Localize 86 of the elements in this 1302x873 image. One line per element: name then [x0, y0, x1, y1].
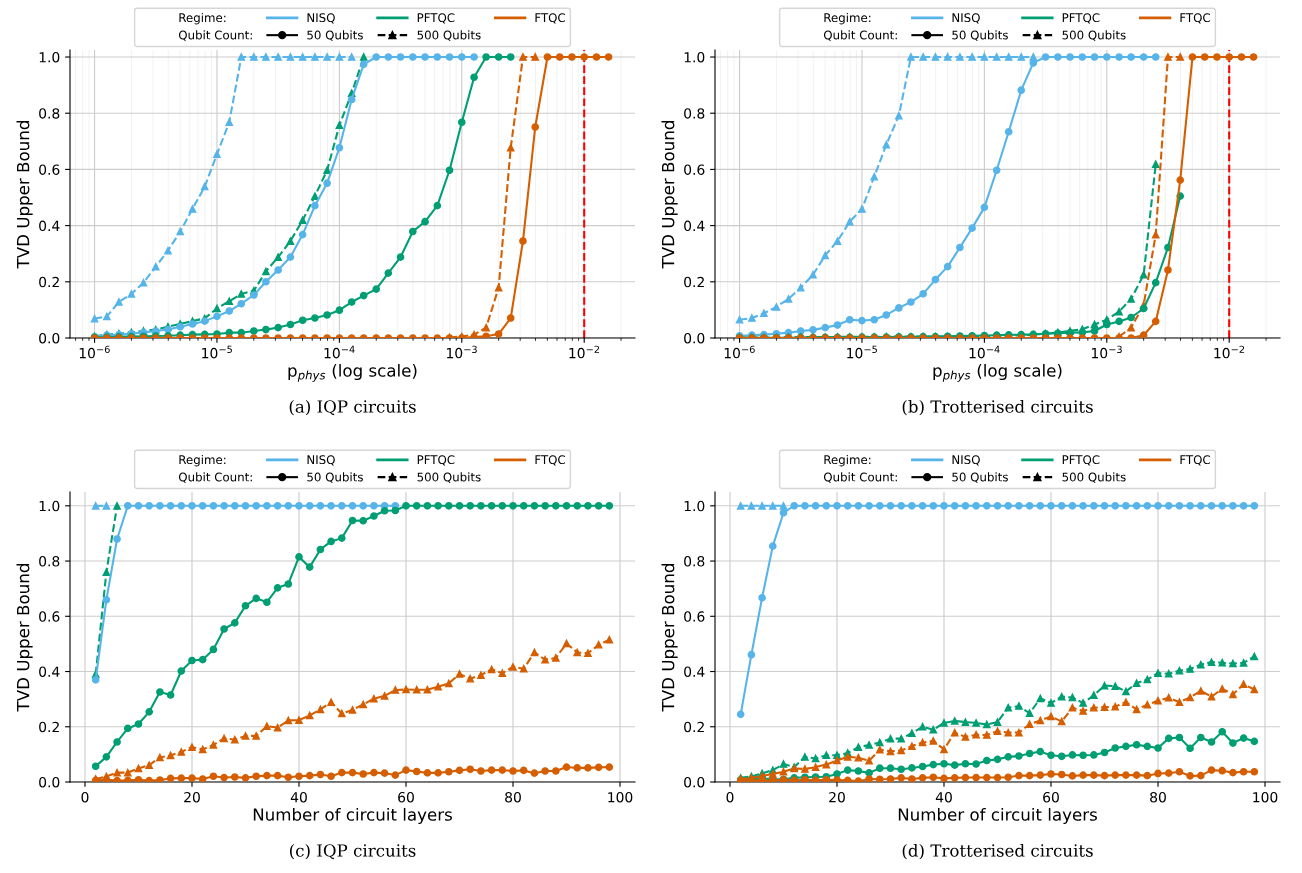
legend-title: Regime:	[824, 12, 871, 25]
y-tick-label: 0.8	[684, 108, 705, 119]
y-axis-title: TVD Upper Bound	[661, 121, 678, 269]
legend-label: PFTQC	[1062, 455, 1100, 466]
x-tick-label: 0	[726, 791, 734, 803]
text: 500 Qubits	[417, 472, 481, 483]
y-tick-label: 0.4	[39, 220, 60, 232]
legend-label: FTQC	[1180, 13, 1211, 24]
x-tick-label: 10$^{−4}$	[969, 345, 1000, 359]
y-tick-label: 1.0	[39, 500, 60, 512]
y-tick-label: 0.2	[684, 276, 704, 288]
x-tick-label: 80	[1150, 791, 1166, 803]
legend-label: PFTQC	[417, 13, 455, 24]
text: Qubit Count:	[823, 472, 897, 483]
legend-label: PFTQC	[417, 455, 455, 466]
x-axis-title: p$_{phys}$ (log scale)	[933, 363, 1062, 382]
y-tick-label: 0.6	[39, 164, 60, 175]
legend-label: NISQ	[307, 455, 335, 466]
legend-label: NISQ	[307, 13, 335, 24]
y-tick-label: 1.0	[39, 51, 60, 63]
y-axis-title: TVD Upper Bound	[661, 564, 678, 712]
x-tick-label: 80	[505, 791, 521, 803]
x-tick-label: 10$^{−6}$	[724, 345, 755, 359]
text: 500 Qubits	[1062, 472, 1126, 483]
x-tick-label: 60	[1043, 791, 1059, 803]
legend-title: Regime:	[179, 12, 226, 25]
y-axis-title: TVD Upper Bound	[16, 121, 33, 269]
x-tick-label: 40	[935, 791, 952, 803]
x-tick-label: 10$^{−6}$	[79, 345, 110, 359]
y-tick-label: 0.2	[684, 721, 704, 733]
y-tick-label: 1.0	[684, 500, 705, 512]
text: (a) IQP circuits	[289, 399, 416, 416]
y-tick-label: 0.4	[684, 666, 705, 677]
y-tick-label: 0.6	[39, 611, 60, 622]
legend-label: NISQ	[952, 455, 980, 466]
y-tick-label: 0.4	[684, 220, 705, 232]
text: 50 Qubits	[307, 30, 363, 41]
legend-title: Regime:	[824, 454, 871, 467]
x-tick-label: 10$^{−3}$	[447, 345, 477, 359]
legend-title: Regime:	[179, 454, 226, 467]
x-axis-title: p$_{phys}$ (log scale)	[288, 363, 417, 382]
y-tick-label: 0.4	[39, 666, 60, 677]
text: Qubit Count:	[178, 30, 252, 41]
x-tick-label: 10$^{−4}$	[324, 345, 355, 359]
x-axis-title: Number of circuit layers	[898, 807, 1097, 825]
x-tick-label: 20	[829, 791, 845, 803]
y-tick-label: 0.8	[39, 556, 60, 567]
y-tick-label: 1.0	[684, 51, 705, 63]
x-tick-label: 20	[184, 791, 200, 803]
y-axis-title: TVD Upper Bound	[16, 564, 33, 712]
y-tick-label: 0.0	[684, 776, 705, 788]
x-tick-label: 0	[81, 791, 89, 803]
text: 500 Qubits	[1062, 30, 1126, 41]
legend-label: PFTQC	[1062, 13, 1100, 24]
y-tick-label: 0.8	[684, 556, 705, 567]
text: Qubit Count:	[178, 472, 252, 483]
x-tick-label: 10$^{−2}$	[1214, 345, 1245, 359]
x-tick-label: 100	[608, 791, 633, 803]
text: (d) Trotterised circuits	[902, 843, 1093, 860]
x-tick-label: 10$^{−5}$	[847, 345, 877, 359]
x-tick-label: 60	[398, 791, 414, 803]
y-tick-label: 0.6	[684, 611, 705, 622]
y-tick-label: 0.6	[684, 164, 705, 175]
y-tick-label: 0.2	[39, 721, 59, 733]
legend-label: NISQ	[952, 13, 980, 24]
y-tick-label: 0.0	[684, 332, 705, 344]
x-tick-label: 40	[290, 791, 307, 803]
x-tick-label: 10$^{−5}$	[202, 345, 232, 359]
legend-label: FTQC	[1180, 455, 1211, 466]
x-tick-label: 100	[1253, 791, 1278, 803]
text: 50 Qubits	[952, 30, 1008, 41]
legend-label: FTQC	[535, 13, 566, 24]
y-tick-label: 0.2	[39, 276, 59, 288]
legend-label: FTQC	[535, 455, 566, 466]
text: (c) IQP circuits	[289, 843, 416, 860]
y-tick-label: 0.0	[39, 332, 60, 344]
text: 500 Qubits	[417, 30, 481, 41]
y-tick-label: 0.8	[39, 108, 60, 119]
y-tick-label: 0.0	[39, 776, 60, 788]
x-axis-title: Number of circuit layers	[253, 807, 452, 825]
text: 50 Qubits	[952, 472, 1008, 483]
text: Qubit Count:	[823, 30, 897, 41]
x-tick-label: 10$^{−2}$	[569, 345, 600, 359]
text: (b) Trotterised circuits	[902, 399, 1093, 416]
x-tick-label: 10$^{−3}$	[1092, 345, 1122, 359]
text: 50 Qubits	[307, 472, 363, 483]
